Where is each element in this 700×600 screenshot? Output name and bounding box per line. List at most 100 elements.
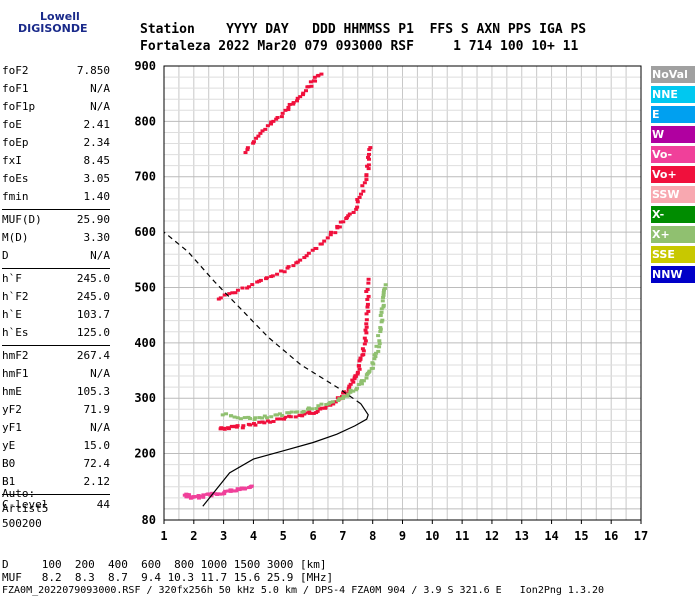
echo-mark — [379, 310, 384, 314]
echo-mark — [366, 163, 371, 167]
echo-mark — [367, 369, 372, 373]
echo-mark — [201, 495, 206, 499]
legend-item-vo: Vo- — [651, 146, 695, 163]
echo-mark — [379, 320, 384, 324]
echo-mark — [275, 272, 280, 276]
echo-mark — [378, 326, 383, 330]
echo-mark — [270, 274, 275, 278]
echo-mark — [381, 303, 386, 307]
echo-mark — [295, 260, 300, 264]
param-name: foE — [2, 118, 22, 131]
echo-mark — [381, 305, 386, 309]
echo-mark — [251, 140, 256, 144]
x-tick-label: 17 — [634, 529, 648, 543]
echo-mark — [280, 413, 285, 417]
echo-mark — [364, 312, 369, 316]
echo-mark — [338, 220, 343, 224]
echo-mark — [265, 124, 270, 128]
echo-mark — [264, 276, 269, 280]
echo-mark — [295, 99, 300, 103]
echo-mark — [379, 307, 384, 311]
echo-mark — [358, 356, 363, 360]
echo-mark — [269, 120, 274, 124]
echo-mark — [257, 416, 262, 420]
legend-item-nne: NNE — [651, 86, 695, 103]
param-value: N/A — [90, 421, 110, 434]
echo-mark — [210, 491, 215, 495]
param-value: 2.34 — [83, 136, 111, 149]
echo-mark — [383, 283, 388, 287]
echo-mark — [316, 404, 321, 408]
echo-mark — [308, 80, 313, 84]
echo-mark — [361, 189, 366, 193]
echo-mark — [381, 290, 386, 294]
echo-mark — [286, 108, 291, 112]
echo-mark — [362, 181, 367, 185]
echo-mark — [367, 148, 372, 152]
echo-mark — [194, 495, 199, 499]
echo-mark — [319, 406, 324, 410]
echo-mark — [306, 251, 311, 255]
density-profile-dashed — [163, 231, 362, 405]
x-tick-label: 4 — [250, 529, 257, 543]
param-value: 3.05 — [83, 172, 111, 185]
echo-mark — [333, 400, 338, 404]
echo-mark — [224, 412, 229, 416]
param-value: 2.41 — [83, 118, 111, 131]
param-row-mufd: MUF(D) 25.90 — [2, 211, 110, 229]
echo-mark — [218, 296, 223, 300]
param-row-b1: B1 2.12 — [2, 473, 110, 491]
echo-mark — [265, 416, 270, 420]
echo-mark — [312, 75, 317, 79]
echo-mark — [319, 242, 324, 246]
param-name: B0 — [2, 457, 16, 470]
echo-mark — [282, 270, 287, 274]
param-row-hmf1: hmF1 N/A — [2, 365, 110, 383]
echo-mark — [274, 117, 279, 121]
echo-mark — [333, 231, 338, 235]
echo-mark — [382, 286, 387, 290]
muf-table: D 100 200 400 600 800 1000 1500 3000 [km… — [2, 558, 333, 584]
echo-mark — [377, 339, 382, 343]
echo-mark — [280, 111, 285, 115]
echo-mark — [347, 212, 352, 216]
echo-mark — [235, 424, 240, 428]
echo-mark — [374, 344, 379, 348]
param-separator — [2, 345, 110, 346]
file-info-footer: FZA0M_2022079093000.RSF / 320fx256h 50 k… — [2, 585, 605, 596]
echo-mark — [325, 236, 330, 240]
x-tick-label: 9 — [399, 529, 406, 543]
echo-mark — [382, 288, 387, 292]
echo-mark — [359, 192, 364, 196]
param-row-foes: foEs 3.05 — [2, 170, 110, 188]
echo-mark — [302, 256, 307, 260]
param-row-clevel: C-level 44 — [2, 496, 110, 514]
param-value: 72.4 — [83, 457, 111, 470]
echo-mark — [300, 414, 305, 418]
station-header: Station YYYY DAY DDD HHMMSS P1 FFS S AXN… — [140, 21, 586, 55]
y-tick-label: 600 — [134, 225, 156, 239]
echo-mark — [258, 278, 263, 282]
echo-mark — [314, 246, 319, 250]
echo-mark — [246, 285, 251, 289]
param-name: fmin — [2, 190, 29, 203]
x-tick-label: 6 — [309, 529, 316, 543]
echo-mark — [350, 378, 355, 382]
param-value: 125.0 — [76, 326, 110, 339]
param-name: h`Es — [2, 326, 29, 339]
echo-mark — [229, 488, 234, 492]
echo-mark — [219, 426, 224, 430]
echo-mark — [372, 357, 377, 361]
echo-mark — [347, 386, 352, 390]
echo-mark — [265, 419, 270, 423]
echo-mark — [262, 421, 267, 425]
echo-mark — [376, 349, 381, 353]
x-tick-label: 16 — [604, 529, 618, 543]
echo-mark — [356, 364, 361, 368]
echo-mark — [240, 286, 245, 290]
param-name: B1 — [2, 475, 16, 488]
echo-mark — [357, 367, 362, 371]
echo-mark — [341, 394, 346, 398]
echo-mark — [346, 214, 351, 218]
